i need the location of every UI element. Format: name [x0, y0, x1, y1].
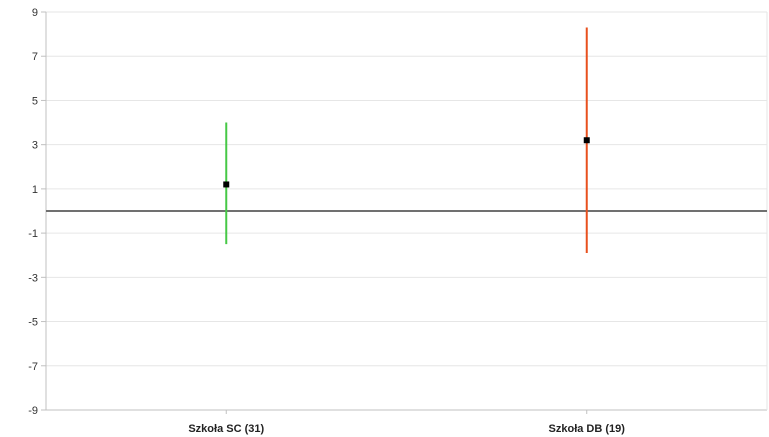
mean-marker	[583, 137, 590, 144]
y-tick-label: -1	[28, 228, 38, 240]
x-category-label: Szkoła SC (31)	[188, 423, 264, 435]
y-tick-label: 1	[32, 184, 38, 196]
y-tick-label: 5	[32, 95, 38, 107]
y-tick-label: -9	[28, 405, 38, 417]
y-tick-label: -5	[28, 317, 38, 329]
y-tick-label: 3	[32, 140, 38, 152]
mean-marker	[223, 181, 230, 188]
y-tick-label: -7	[28, 361, 38, 373]
x-category-label: Szkoła DB (19)	[549, 423, 626, 435]
y-tick-label: -3	[28, 272, 38, 284]
y-tick-label: 7	[32, 51, 38, 63]
y-tick-label: 9	[32, 7, 38, 19]
